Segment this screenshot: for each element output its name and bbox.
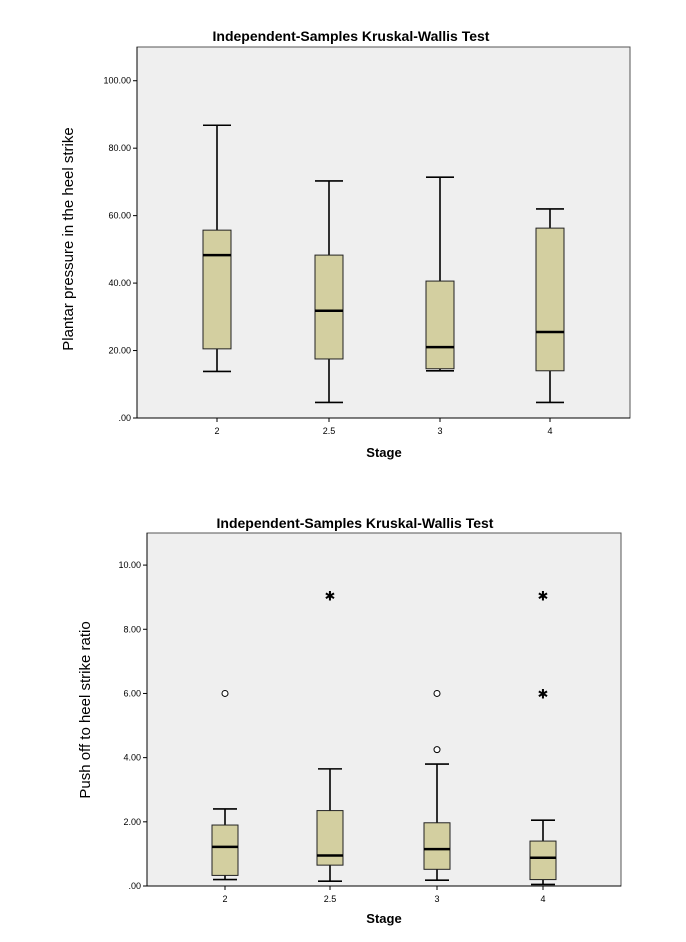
box-2.5 — [314, 180, 344, 404]
chart-push-off-ratio: Independent-Samples Kruskal-Wallis Test … — [0, 470, 686, 942]
iqr-box — [211, 824, 239, 876]
boxplot-series: ✱ ✱✱ — [211, 590, 557, 886]
x-tick-label: 4 — [540, 894, 545, 904]
chart-svg-2: Independent-Samples Kruskal-Wallis Test … — [77, 515, 622, 926]
chart-title: Independent-Samples Kruskal-Wallis Test — [217, 515, 494, 531]
y-ticks: .00 2.00 4.00 6.00 8.00 10.00 — [118, 560, 147, 891]
x-ticks: 2 2.5 3 4 — [214, 418, 553, 436]
y-axis-title: Push off to heel strike ratio — [77, 621, 94, 798]
y-tick-label: 6.00 — [123, 688, 141, 698]
box-2 — [211, 689, 239, 881]
iqr-box — [316, 810, 344, 866]
x-tick-label: 2.5 — [324, 894, 337, 904]
y-tick-label: 4.00 — [123, 753, 141, 763]
box-3 — [423, 689, 451, 882]
y-tick-label: 100.00 — [103, 76, 131, 86]
box-4 — [535, 208, 565, 404]
chart-title: Independent-Samples Kruskal-Wallis Test — [213, 28, 490, 44]
iqr-box — [423, 822, 451, 870]
y-tick-label: 40.00 — [108, 278, 131, 288]
iqr-box — [202, 229, 232, 350]
iqr-box — [425, 280, 455, 370]
y-tick-label: .00 — [128, 881, 141, 891]
chart-plantar-pressure: Independent-Samples Kruskal-Wallis Test … — [0, 0, 686, 470]
x-tick-label: 2 — [214, 426, 219, 436]
box-4: ✱✱ — [529, 590, 557, 886]
iqr-box — [529, 840, 557, 881]
outlier-star: ✱ — [538, 590, 549, 605]
x-ticks: 2 2.5 3 4 — [222, 886, 546, 904]
box-2 — [202, 124, 232, 373]
outlier-circle — [221, 689, 229, 697]
x-axis-title: Stage — [366, 445, 401, 460]
y-ticks: .00 20.00 40.00 60.00 80.00 100.00 — [103, 76, 137, 423]
x-tick-label: 3 — [437, 426, 442, 436]
x-tick-label: 3 — [434, 894, 439, 904]
y-tick-label: 60.00 — [108, 211, 131, 221]
iqr-box — [314, 254, 344, 360]
outlier-circle — [433, 689, 441, 697]
x-tick-label: 4 — [547, 426, 552, 436]
y-tick-label: 2.00 — [123, 817, 141, 827]
y-tick-label: .00 — [118, 413, 131, 423]
outlier-star: ✱ — [325, 590, 336, 605]
x-tick-label: 2.5 — [323, 426, 336, 436]
x-tick-label: 2 — [222, 894, 227, 904]
outlier-circle — [433, 746, 441, 754]
y-axis-title: Plantar pressure in the heel strike — [60, 127, 77, 350]
box-3 — [425, 176, 455, 372]
y-tick-label: 8.00 — [123, 624, 141, 634]
boxplot-series — [202, 124, 565, 404]
y-tick-label: 80.00 — [108, 143, 131, 153]
box-2.5: ✱ — [316, 590, 344, 882]
y-tick-label: 20.00 — [108, 346, 131, 356]
iqr-box — [535, 227, 565, 372]
chart-svg-1: Independent-Samples Kruskal-Wallis Test … — [60, 28, 631, 460]
outlier-star: ✱ — [538, 687, 549, 702]
y-tick-label: 10.00 — [118, 560, 141, 570]
x-axis-title: Stage — [366, 911, 401, 926]
